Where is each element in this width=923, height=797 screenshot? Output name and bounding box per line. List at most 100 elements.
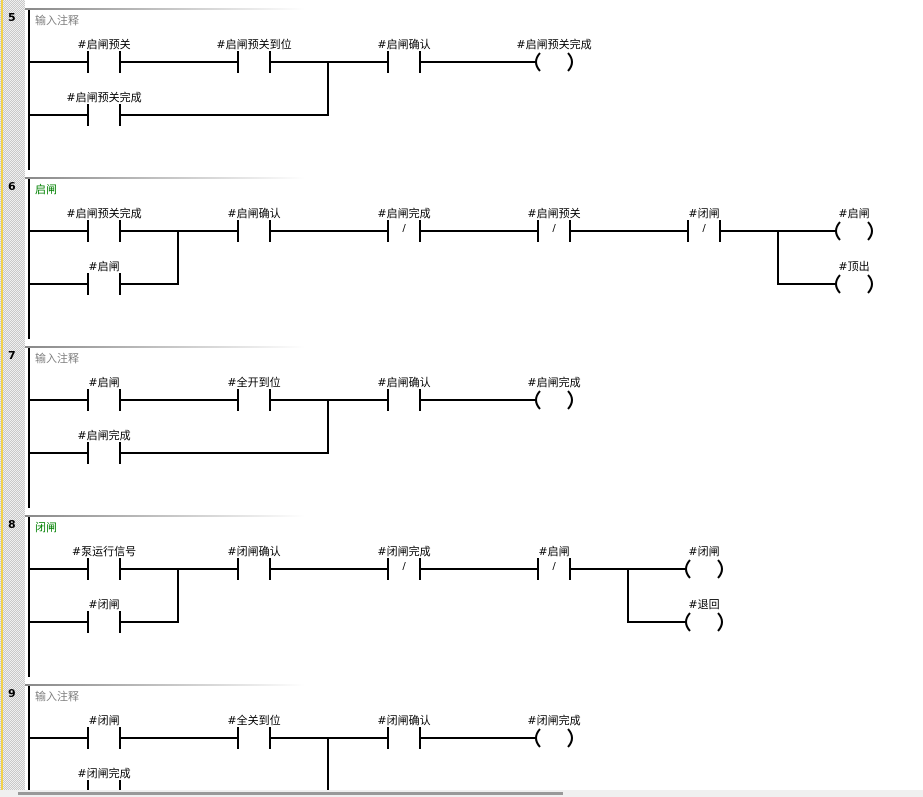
network-number: 7 <box>8 349 16 362</box>
network-separator <box>25 515 305 517</box>
output-coil[interactable] <box>832 273 876 295</box>
output-coil[interactable] <box>532 727 576 749</box>
normally-open-contact[interactable] <box>388 389 420 411</box>
normally-open-contact[interactable] <box>88 104 120 126</box>
normally-open-contact[interactable] <box>238 220 270 242</box>
network-separator <box>25 684 305 686</box>
coil-right-arc <box>717 612 723 632</box>
normally-open-contact[interactable] <box>88 442 120 464</box>
element-label: #启闸确认 <box>377 38 431 51</box>
network-comment[interactable]: 闭闸 <box>35 521 57 534</box>
output-coil[interactable] <box>532 51 576 73</box>
coil-right-arc <box>717 559 723 579</box>
coil-left-arc <box>835 221 841 241</box>
normally-closed-slash: / <box>552 223 556 234</box>
element-label: #启闸 <box>88 260 120 273</box>
output-coil[interactable] <box>682 611 726 633</box>
normally-open-contact[interactable] <box>238 389 270 411</box>
horizontal-scrollbar[interactable] <box>0 790 923 797</box>
coil-right-arc <box>567 728 573 748</box>
element-label: #启闸 <box>88 376 120 389</box>
normally-open-contact[interactable] <box>88 727 120 749</box>
output-coil[interactable] <box>532 389 576 411</box>
network-separator <box>25 346 305 348</box>
network-number: 9 <box>8 687 16 700</box>
element-label: #启闸 <box>538 545 570 558</box>
coil-right-arc <box>567 390 573 410</box>
network-number: 6 <box>8 180 16 193</box>
element-label: #闭闸 <box>688 545 720 558</box>
coil-right-arc <box>567 52 573 72</box>
element-label: #闭闸完成 <box>527 714 581 727</box>
element-label: #启闸确认 <box>377 376 431 389</box>
element-label: #闭闸完成 <box>377 545 431 558</box>
output-coil[interactable] <box>682 558 726 580</box>
element-label: #启闸完成 <box>527 376 581 389</box>
normally-closed-slash: / <box>402 561 406 572</box>
coil-left-arc <box>835 274 841 294</box>
normally-closed-contact[interactable] <box>388 220 420 242</box>
element-label: #启闸预关到位 <box>216 38 292 51</box>
element-label: #启闸预关完成 <box>66 207 142 220</box>
normally-closed-contact[interactable] <box>538 558 570 580</box>
normally-open-contact[interactable] <box>388 727 420 749</box>
normally-closed-contact[interactable] <box>688 220 720 242</box>
element-label: #启闸预关完成 <box>516 38 592 51</box>
normally-closed-slash: / <box>402 223 406 234</box>
element-label: #闭闸确认 <box>227 545 281 558</box>
coil-left-arc <box>535 728 541 748</box>
normally-open-contact[interactable] <box>388 51 420 73</box>
normally-closed-contact[interactable] <box>388 558 420 580</box>
network-number: 8 <box>8 518 16 531</box>
element-label: #全开到位 <box>227 376 281 389</box>
normally-open-contact[interactable] <box>88 51 120 73</box>
element-label: #闭闸确认 <box>377 714 431 727</box>
element-label: #全关到位 <box>227 714 281 727</box>
network-number: 5 <box>8 11 16 24</box>
normally-closed-slash: / <box>702 223 706 234</box>
scrollbar-thumb[interactable] <box>18 792 563 795</box>
output-coil[interactable] <box>832 220 876 242</box>
normally-open-contact[interactable] <box>88 611 120 633</box>
normally-open-contact[interactable] <box>88 389 120 411</box>
element-label: #启闸完成 <box>377 207 431 220</box>
coil-left-arc <box>685 612 691 632</box>
normally-open-contact[interactable] <box>238 727 270 749</box>
network-separator <box>25 177 305 179</box>
network-separator <box>25 8 305 10</box>
gutter-accent-line <box>1 0 3 790</box>
element-label: #闭闸 <box>688 207 720 220</box>
coil-left-arc <box>535 52 541 72</box>
element-label: #启闸预关完成 <box>66 91 142 104</box>
normally-open-contact[interactable] <box>88 780 120 790</box>
network-comment[interactable]: 启闸 <box>35 183 57 196</box>
normally-closed-contact[interactable] <box>538 220 570 242</box>
network-comment[interactable]: 输入注释 <box>35 352 79 365</box>
coil-right-arc <box>867 221 873 241</box>
coil-right-arc <box>867 274 873 294</box>
network-gutter <box>0 0 25 790</box>
network-comment[interactable]: 输入注释 <box>35 14 79 27</box>
normally-open-contact[interactable] <box>88 220 120 242</box>
normally-open-contact[interactable] <box>238 558 270 580</box>
normally-closed-slash: / <box>552 561 556 572</box>
element-label: #闭闸完成 <box>77 767 131 780</box>
element-label: #启闸 <box>838 207 870 220</box>
element-label: #闭闸 <box>88 598 120 611</box>
element-label: #启闸预关 <box>527 207 581 220</box>
element-label: #启闸预关 <box>77 38 131 51</box>
normally-open-contact[interactable] <box>238 51 270 73</box>
coil-left-arc <box>685 559 691 579</box>
element-label: #启闸确认 <box>227 207 281 220</box>
coil-left-arc <box>535 390 541 410</box>
normally-open-contact[interactable] <box>88 273 120 295</box>
normally-open-contact[interactable] <box>88 558 120 580</box>
element-label: #启闸完成 <box>77 429 131 442</box>
element-label: #闭闸 <box>88 714 120 727</box>
element-label: #退回 <box>688 598 720 611</box>
element-label: #顶出 <box>838 260 870 273</box>
network-comment[interactable]: 输入注释 <box>35 690 79 703</box>
element-label: #泵运行信号 <box>71 545 137 558</box>
